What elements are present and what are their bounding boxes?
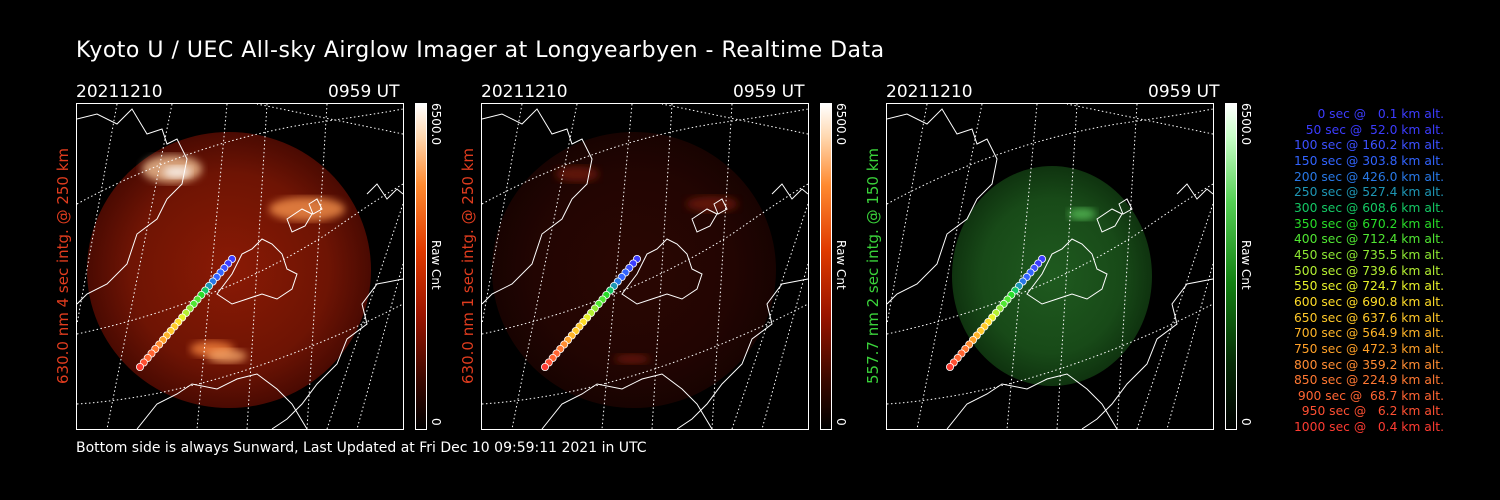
footer-status: Bottom side is always Sunward, Last Upda… — [76, 440, 647, 456]
legend-entry: 250 sec @ 527.4 km alt. — [1293, 185, 1444, 200]
legend-entry: 550 sec @ 724.7 km alt. — [1293, 279, 1444, 294]
legend-entry: 700 sec @ 564.9 km alt. — [1293, 326, 1444, 341]
legend-entry: 150 sec @ 303.8 km alt. — [1293, 153, 1444, 168]
panel-1-date: 20211210 — [76, 82, 163, 102]
legend-entry: 400 sec @ 712.4 km alt. — [1293, 232, 1444, 247]
panel-3-date: 20211210 — [886, 82, 973, 102]
panel-1-colorbar-unit: Raw Cnt — [429, 240, 443, 290]
legend-entry: 850 sec @ 224.9 km alt. — [1293, 373, 1444, 388]
legend-entry: 200 sec @ 426.0 km alt. — [1293, 169, 1444, 184]
legend-entry: 900 sec @ 68.7 km alt. — [1297, 388, 1444, 403]
legend-entry: 450 sec @ 735.5 km alt. — [1293, 247, 1444, 262]
panel-1-colorbar-min: 0 — [429, 418, 443, 426]
panel-2-date: 20211210 — [481, 82, 568, 102]
panel-3-time: 0959 UT — [1148, 82, 1220, 102]
legend-entry: 300 sec @ 608.6 km alt. — [1293, 200, 1444, 215]
panel-2-time: 0959 UT — [733, 82, 805, 102]
legend-entry: 750 sec @ 472.3 km alt. — [1293, 341, 1444, 356]
legend-entry: 0 sec @ 0.1 km alt. — [1317, 107, 1444, 121]
panel-1-colorbar — [415, 103, 427, 430]
legend-entry: 350 sec @ 670.2 km alt. — [1293, 216, 1444, 231]
airglow-image-557nm-2sec — [886, 103, 1214, 430]
panel-2-colorbar — [820, 103, 832, 430]
trajectory-legend: 0 sec @ 0.1 km alt. 50 sec @ 52.0 km alt.… — [1252, 107, 1444, 436]
legend-entry: 650 sec @ 637.6 km alt. — [1293, 310, 1444, 325]
panel-1-time: 0959 UT — [328, 82, 400, 102]
panel-1-colorbar-max: 6500.0 — [429, 103, 443, 145]
panel-3-colorbar-min: 0 — [1239, 418, 1253, 426]
panel-2-colorbar-max: 6500.0 — [834, 103, 848, 145]
legend-entry: 950 sec @ 6.2 km alt. — [1301, 404, 1444, 419]
panel-3-side-label: 557.7 nm 2 sec intg. @ 150 km — [864, 147, 882, 384]
legend-entry: 100 sec @ 160.2 km alt. — [1293, 138, 1444, 153]
legend-entry: 1000 sec @ 0.4 km alt. — [1293, 420, 1444, 435]
panel-1-side-label: 630.0 nm 4 sec intg. @ 250 km — [54, 147, 72, 384]
airglow-image-630nm-4sec — [76, 103, 404, 430]
legend-entry: 50 sec @ 52.0 km alt. — [1305, 122, 1444, 137]
panel-3-colorbar-unit: Raw Cnt — [1239, 240, 1253, 290]
airglow-image-630nm-1sec — [481, 103, 809, 430]
panel-2-side-label: 630.0 nm 1 sec intg. @ 250 km — [459, 147, 477, 384]
panel-3-colorbar — [1225, 103, 1237, 430]
panel-2-colorbar-unit: Raw Cnt — [834, 240, 848, 290]
page-title: Kyoto U / UEC All-sky Airglow Imager at … — [76, 38, 885, 63]
legend-entry: 600 sec @ 690.8 km alt. — [1293, 294, 1444, 309]
panel-2-colorbar-min: 0 — [834, 418, 848, 426]
panel-3-colorbar-max: 6500.0 — [1239, 103, 1253, 145]
legend-entry: 800 sec @ 359.2 km alt. — [1293, 357, 1444, 372]
legend-entry: 500 sec @ 739.6 km alt. — [1293, 263, 1444, 278]
